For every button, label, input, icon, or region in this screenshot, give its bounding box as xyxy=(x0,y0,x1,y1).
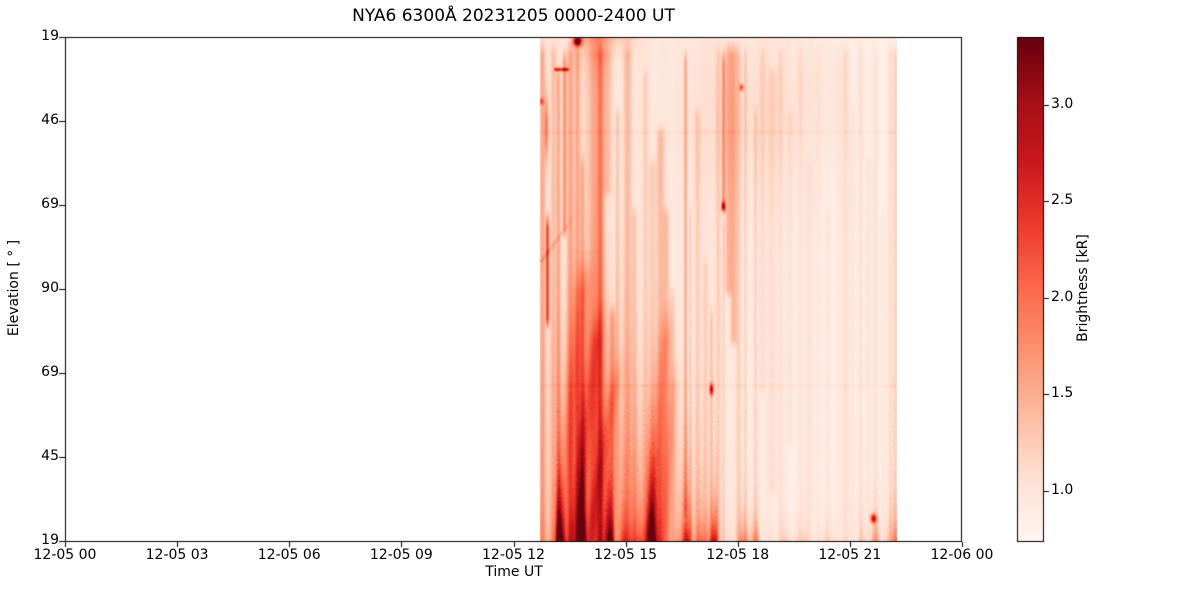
colorbar-tick-label: 1.5 xyxy=(1051,385,1074,402)
x-tick-label: 12-05 12 xyxy=(482,547,545,563)
colorbar-tick-label: 3.0 xyxy=(1051,95,1074,112)
y-tick-label: 45 xyxy=(41,448,59,464)
y-tick-label: 19 xyxy=(41,532,59,548)
x-tick-label: 12-06 00 xyxy=(930,547,994,563)
x-axis-label: Time UT xyxy=(485,564,543,580)
x-tick-label: 12-05 21 xyxy=(818,547,882,563)
x-tick-label: 12-05 09 xyxy=(369,547,433,563)
y-tick-label: 19 xyxy=(41,28,59,44)
x-tick-label: 12-05 15 xyxy=(594,547,658,563)
colorbar-tick-label: 2.0 xyxy=(1051,288,1074,305)
x-tick-label: 12-05 00 xyxy=(33,547,97,563)
y-tick-label: 90 xyxy=(41,280,59,296)
colorbar-tick-label: 2.5 xyxy=(1051,192,1074,209)
x-tick-label: 12-05 03 xyxy=(145,547,209,563)
x-tick-label: 12-05 06 xyxy=(257,547,321,563)
y-tick-label: 69 xyxy=(41,364,59,380)
x-tick-label: 12-05 18 xyxy=(706,547,770,563)
colorbar-tick-label: 1.0 xyxy=(1051,481,1074,498)
plot-title: NYA6 6300Å 20231205 0000-2400 UT xyxy=(352,6,675,26)
y-tick-label: 46 xyxy=(41,112,59,128)
y-tick-label: 69 xyxy=(41,196,59,212)
